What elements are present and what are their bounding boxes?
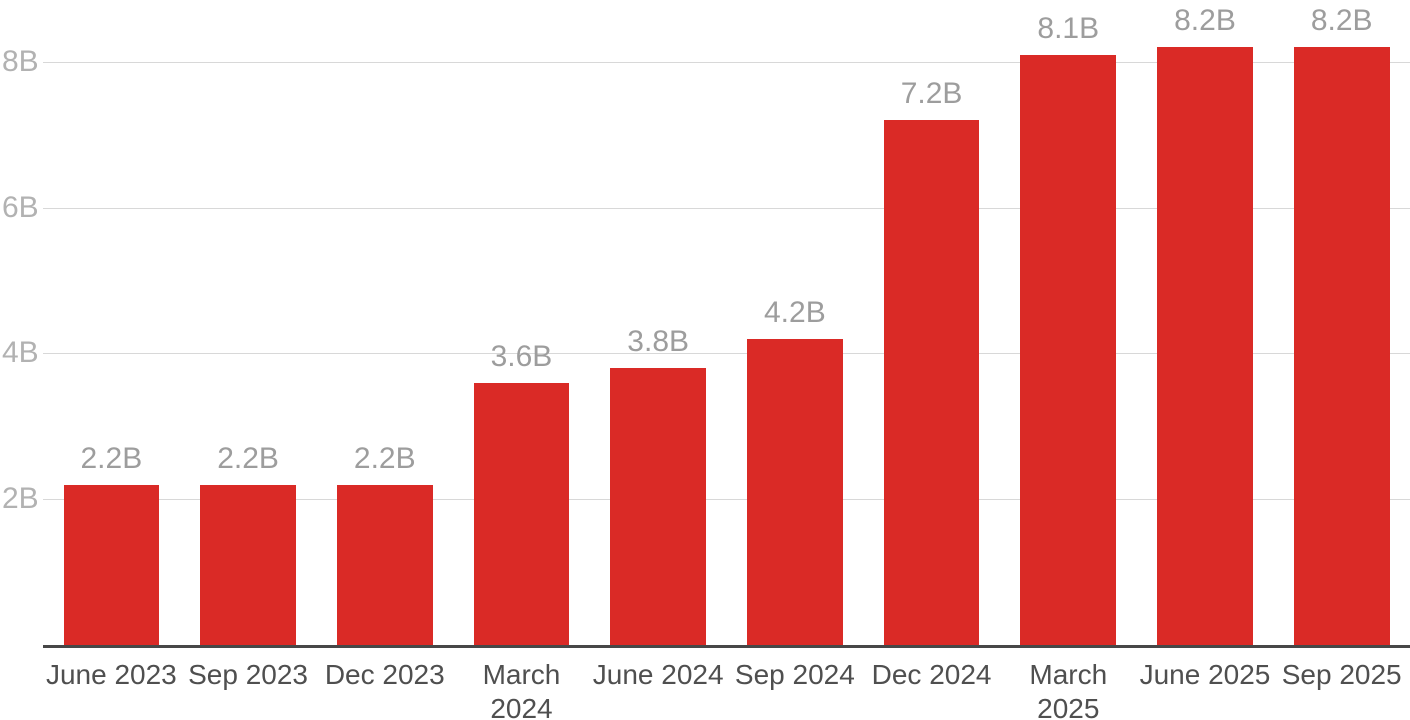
- bar-slot: 2.2B: [316, 0, 453, 645]
- bar-slot: 4.2B: [727, 0, 864, 645]
- bar-value-label: 8.1B: [1037, 11, 1100, 45]
- bars-container: 2.2B 2.2B 2.2B 3.6B 3.8B 4.2B 7.2B 8.1B 8.2B 8.2B: [43, 0, 1410, 645]
- x-tick-label: June 2024: [592, 659, 724, 690]
- x-tick-label: March 2025: [1029, 659, 1108, 720]
- bar-sep-2024: [747, 338, 843, 645]
- bar-sep-2023: [200, 484, 296, 645]
- x-axis-baseline: [43, 645, 1410, 648]
- bar-slot: 3.8B: [590, 0, 727, 645]
- y-tick-label: 2B: [2, 482, 39, 516]
- bar-june-2024: [610, 368, 706, 645]
- gridline-8B: [43, 61, 1410, 63]
- x-tick-label: Sep 2025: [1281, 659, 1402, 690]
- x-tick-label: June 2025: [1139, 659, 1271, 690]
- bar-value-label: 2.2B: [217, 441, 279, 475]
- gridline-6B: [43, 207, 1410, 209]
- bar-june-2025: [1157, 47, 1253, 645]
- bar-value-label: 8.2B: [1310, 4, 1373, 38]
- y-tick-label: 6B: [2, 190, 39, 224]
- bar-slot: 2.2B: [180, 0, 317, 645]
- bar-dec-2024: [883, 120, 980, 645]
- bar-march-2024: [473, 382, 570, 645]
- bar-slot: 7.2B: [863, 0, 1000, 645]
- bar-slot: 8.2B: [1137, 0, 1274, 645]
- bar-march-2025: [1020, 54, 1117, 645]
- x-tick-label: Sep 2024: [734, 659, 855, 690]
- bar-june-2023: [63, 484, 160, 645]
- bar-value-label: 7.2B: [900, 77, 963, 111]
- x-axis-tick-labels: June 2023 Sep 2023 Dec 2023 March 2024 June …: [43, 658, 1410, 720]
- y-tick-label: 4B: [2, 336, 39, 370]
- y-tick-label: 8B: [2, 44, 39, 78]
- bar-value-label: 8.2B: [1174, 4, 1236, 38]
- bar-slot: 3.6B: [453, 0, 590, 645]
- bar-value-label: 2.2B: [80, 441, 143, 475]
- bar-sep-2025: [1293, 47, 1390, 645]
- gridline-4B: [43, 353, 1410, 355]
- plot-area: 2.2B 2.2B 2.2B 3.6B 3.8B 4.2B 7.2B 8.1B 8.2B 8.2B: [43, 0, 1410, 645]
- bar-value-label: 2.2B: [353, 441, 416, 475]
- x-tick-label: June 2023: [45, 659, 177, 690]
- bar-value-label: 3.8B: [627, 325, 690, 359]
- x-tick-label: Dec 2024: [871, 659, 992, 690]
- bar-slot: 2.2B: [43, 0, 180, 645]
- x-tick-label: Sep 2023: [188, 659, 308, 690]
- bar-value-label: 3.6B: [490, 339, 553, 373]
- x-tick-label: Dec 2023: [324, 659, 445, 690]
- gridline-2B: [43, 499, 1410, 501]
- bar-slot: 8.2B: [1273, 0, 1410, 645]
- x-tick-label: March 2024: [482, 659, 561, 720]
- bar-dec-2023: [336, 484, 433, 645]
- bar-slot: 8.1B: [1000, 0, 1137, 645]
- bar-value-label: 4.2B: [764, 295, 826, 329]
